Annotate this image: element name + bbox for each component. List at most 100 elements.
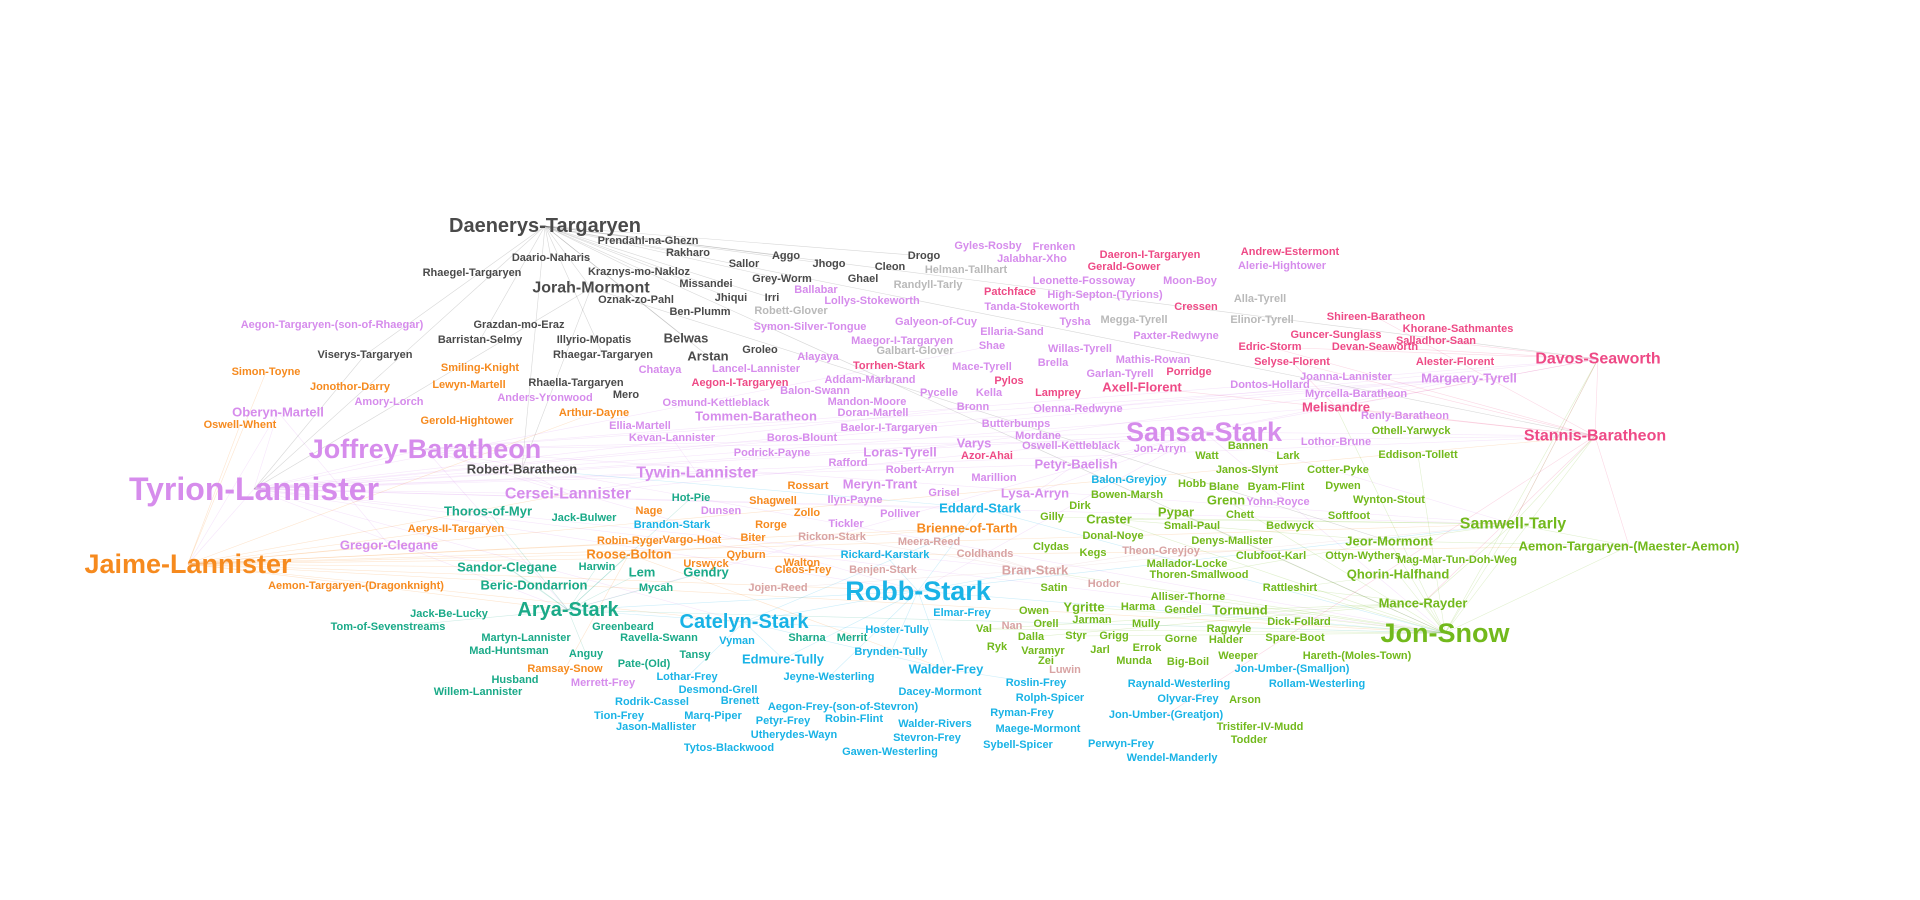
node-label-ben-plumm: Ben-Plumm [669,306,730,318]
node-label-clydas: Clydas [1033,541,1069,553]
edge-Robb-Stark--Bran-Stark [917,569,1036,592]
edge-Brienne-of-Tarth--Roose-Bolton [628,527,968,555]
node-label-rolph-spicer: Rolph-Spicer [1016,692,1085,704]
edge-Jon-Snow--Qhorin-Halfhand [1397,573,1446,634]
edge-Sandor-Clegane--Beric-Dondarrion [506,566,535,586]
edge-Walder-Frey--Roslin-Frey [945,668,1037,684]
node-label-ygritte: Ygritte [1063,600,1104,615]
edge-Joffrey-Baratheon--Margaery-Tyrell [424,377,1470,450]
edge-Jon-Snow--Eddison-Tollett [1417,454,1446,634]
node-label-salladhor-saan: Salladhor-Saan [1396,335,1476,347]
node-label-todder: Todder [1231,734,1268,746]
edge-Bran-Stark--Rickon-Stark [831,536,1036,571]
node-label-thoros-of-myr: Thoros-of-Myr [444,504,532,519]
node-label-ellia-martell: Ellia-Martell [609,420,671,432]
node-label-rorge: Rorge [755,519,787,531]
node-label-beric-dondarrion: Beric-Dondarrion [481,578,588,593]
node-label-prendahl-na-ghezn: Prendahl-na-Ghezn [598,235,699,247]
node-label-khorane-sathmantes: Khorane-Sathmantes [1403,323,1514,335]
edge-Gregor-Clegane--Sandor-Clegane [388,544,508,568]
node-label-hoster-tully: Hoster-Tully [865,624,929,636]
node-label-softfoot: Softfoot [1328,510,1370,522]
node-label-rafford: Rafford [828,457,867,469]
node-label-lollys-stokeworth: Lollys-Stokeworth [824,295,920,307]
edge-Sansa-Stark--Davos-Seaworth [1203,358,1599,433]
edge-Tyrion-Lannister--Shae [253,345,993,490]
node-label-jhogo: Jhogo [813,258,846,270]
edge-Robb-Stark--Brynden-Tully [890,590,919,653]
node-label-baelor-i-targaryen: Baelor-I-Targaryen [841,422,938,434]
edge-Arya-Stark--Roose-Bolton [567,553,630,611]
node-label-chataya: Chataya [639,364,683,376]
node-label-harma: Harma [1121,601,1156,613]
edge-Tyrion-Lannister--Cersei-Lannister [253,488,569,495]
node-label-rhaegar-targaryen: Rhaegar-Targaryen [553,349,653,361]
edge-Arya-Stark--Harwin [567,566,598,611]
node-label-tommen-baratheon: Tommen-Baratheon [695,409,817,424]
edge-Jaime-Lannister--Gregor-Clegane [187,544,390,565]
node-label-aggo: Aggo [772,250,800,262]
node-label-robin-ryger: Robin-Ryger [597,535,664,547]
edge-Eddard-Stark--Jon-Snow [979,507,1446,634]
node-label-rakharo: Rakharo [666,247,710,259]
node-label-meryn-trant: Meryn-Trant [843,477,918,492]
node-label-walder-rivers: Walder-Rivers [898,718,972,730]
node-label-sallor: Sallor [729,258,760,270]
edge-Sansa-Stark--Cersei-Lannister [567,431,1205,495]
node-label-loras-tyrell: Loras-Tyrell [863,445,936,460]
node-label-daenerys-targaryen: Daenerys-Targaryen [449,215,641,237]
node-label-mordane: Mordane [1015,430,1061,442]
node-label-chett: Chett [1226,509,1254,521]
node-label-hobb: Hobb [1178,478,1206,490]
node-label-wynton-stout: Wynton-Stout [1353,494,1425,506]
edge-Jaime-Lannister--Robb-Stark [187,563,919,592]
node-label-ottyn-wythers: Ottyn-Wythers [1325,550,1401,562]
node-label-owen: Owen [1019,605,1049,617]
node-label-oswell-whent: Oswell-Whent [204,419,277,431]
node-label-high-septon-(tyrions): High-Septon-(Tyrions) [1047,289,1163,301]
edge-Daenerys-Targaryen--Grey-Worm [544,225,783,280]
node-label-perwyn-frey: Perwyn-Frey [1088,738,1155,750]
node-label-tywin-lannister: Tywin-Lannister [636,465,758,482]
node-label-olenna-redwyne: Olenna-Redwyne [1033,403,1122,415]
node-label-marq-piper: Marq-Piper [684,710,742,722]
edge-Jon-Snow--Val [983,628,1446,634]
edge-Sansa-Stark--Arya-Stark [567,431,1205,611]
node-label-cressen: Cressen [1174,301,1218,313]
node-label-walton: Walton [784,557,821,569]
edge-Jeor-Mormont--Craster [1108,518,1390,542]
node-label-brella: Brella [1038,357,1069,369]
node-label-janos-slynt: Janos-Slynt [1216,464,1279,476]
edge-Tyrion-Lannister--Arya-Stark [253,488,569,611]
edge-Tyrion-Lannister--Petyr-Baelish [253,463,1077,490]
edge-Daenerys-Targaryen--Drogo [544,225,925,257]
node-label-groleo: Groleo [742,344,778,356]
edge-Bran-Stark--Coldhands [984,553,1036,571]
node-label-mero: Mero [613,389,640,401]
edge-Jaime-Lannister--Stannis-Baratheon [187,435,1596,565]
node-label-small-paul: Small-Paul [1164,520,1220,532]
node-label-samwell-tarly: Samwell-Tarly [1460,516,1567,533]
node-label-barristan-selmy: Barristan-Selmy [438,334,523,346]
node-label-varamyr: Varamyr [1021,645,1065,657]
edge-Davos-Seaworth--Devan-Seaworth [1374,346,1599,360]
node-label-elinor-tyrell: Elinor-Tyrell [1230,314,1293,326]
node-label-tormund: Tormund [1212,603,1267,618]
edge-Joffrey-Baratheon--Samwell-Tarly [424,448,1514,525]
node-label-merrett-frey: Merrett-Frey [571,677,636,689]
node-label-tickler: Tickler [828,518,864,530]
node-label-lamprey: Lamprey [1035,387,1082,399]
node-label-utherydes-wayn: Utherydes-Wayn [751,729,838,741]
edge-Daenerys-Targaryen--Jon-Snow [544,225,1446,634]
node-label-jeor-mormont: Jeor-Mormont [1345,534,1433,549]
node-label-gawen-westerling: Gawen-Westerling [842,746,938,758]
node-label-ravella-swann: Ravella-Swann [620,632,698,644]
edge-Daenerys-Targaryen--Missandei [544,225,707,285]
node-label-mance-rayder: Mance-Rayder [1379,596,1468,611]
node-label-big-boil: Big-Boil [1167,656,1209,668]
node-label-aemon-targaryen-(dragonknight): Aemon-Targaryen-(Dragonknight) [268,580,444,592]
node-label-rhaella-targaryen: Rhaella-Targaryen [528,377,623,389]
edge-Catelyn-Stark--Walder-Frey [743,621,947,670]
node-label-patchface: Patchface [984,286,1036,298]
node-label-donal-noye: Donal-Noye [1082,530,1143,542]
